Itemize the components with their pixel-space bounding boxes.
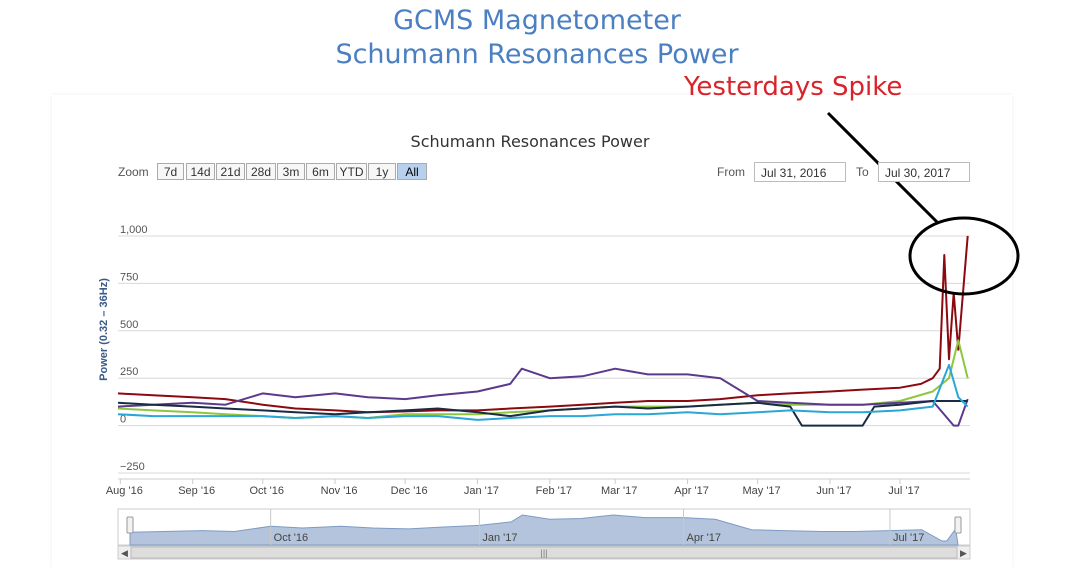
navigator-label: Oct '16 [274, 532, 309, 544]
zoom-all-button[interactable]: All [397, 163, 427, 180]
zoom-ytd-button[interactable]: YTD [336, 163, 367, 180]
y-tick-label: 0 [120, 414, 126, 426]
series-line-1 [117, 235, 969, 414]
navigator-right-handle [954, 516, 962, 534]
spike-circle-annotation [908, 216, 1020, 296]
series-line-5 [117, 363, 969, 421]
x-tick-label: Oct '16 [249, 485, 284, 497]
x-tick-label: Mar '17 [601, 485, 637, 497]
y-tick-label: −250 [120, 461, 145, 473]
zoom-14d-button[interactable]: 14d [186, 163, 215, 180]
zoom-1y-button[interactable]: 1y [368, 163, 396, 180]
scroll-left-icon: ◀ [121, 548, 128, 558]
x-tick-label: Feb '17 [536, 485, 572, 497]
y-tick-label: 750 [120, 271, 138, 283]
spike-annotation: Yesterdays Spike [684, 72, 903, 102]
x-tick-label: Aug '16 [106, 485, 143, 497]
scroll-right-icon: ▶ [960, 548, 967, 558]
navigator-left-handle [126, 516, 134, 534]
x-tick-label: Jul '17 [888, 485, 919, 497]
zoom-6m-button[interactable]: 6m [306, 163, 335, 180]
series-line-4 [117, 400, 968, 427]
x-tick-label: Jan '17 [464, 485, 499, 497]
zoom-21d-button[interactable]: 21d [216, 163, 245, 180]
y-tick-label: 500 [120, 319, 138, 331]
x-tick-label: Apr '17 [674, 485, 709, 497]
navigator-label: Apr '17 [687, 532, 722, 544]
zoom-7d-button[interactable]: 7d [157, 163, 184, 180]
navigator-label: Jan '17 [482, 532, 517, 544]
scrollbar-thumb [130, 546, 958, 559]
x-tick-label: Nov '16 [321, 485, 358, 497]
x-tick-label: Sep '16 [178, 485, 215, 497]
zoom-label: Zoom [118, 165, 149, 179]
series-line-3 [117, 367, 969, 427]
zoom-3m-button[interactable]: 3m [277, 163, 305, 180]
y-tick-label: 250 [120, 366, 138, 378]
chart-title: Schumann Resonances Power [411, 132, 650, 151]
navigator-label: Jul '17 [893, 532, 924, 544]
scrollbar-grip-icon: ||| [540, 548, 547, 558]
x-tick-label: Jun '17 [816, 485, 851, 497]
from-date-input[interactable]: Jul 31, 2016 [754, 162, 846, 182]
from-label: From [717, 165, 745, 179]
page-title: GCMS Magnetometer Schumann Resonances Po… [0, 4, 1074, 72]
to-date-input[interactable]: Jul 30, 2017 [878, 162, 970, 182]
x-tick-label: May '17 [742, 485, 780, 497]
page-title-line2: Schumann Resonances Power [335, 39, 739, 70]
series-group [117, 235, 969, 427]
to-label: To [856, 165, 869, 179]
y-axis-label: Power (0.32 – 36Hz) [98, 278, 110, 381]
zoom-28d-button[interactable]: 28d [246, 163, 276, 180]
y-tick-label: 1,000 [120, 224, 148, 236]
x-tick-label: Dec '16 [391, 485, 428, 497]
page-title-line1: GCMS Magnetometer [393, 5, 681, 36]
